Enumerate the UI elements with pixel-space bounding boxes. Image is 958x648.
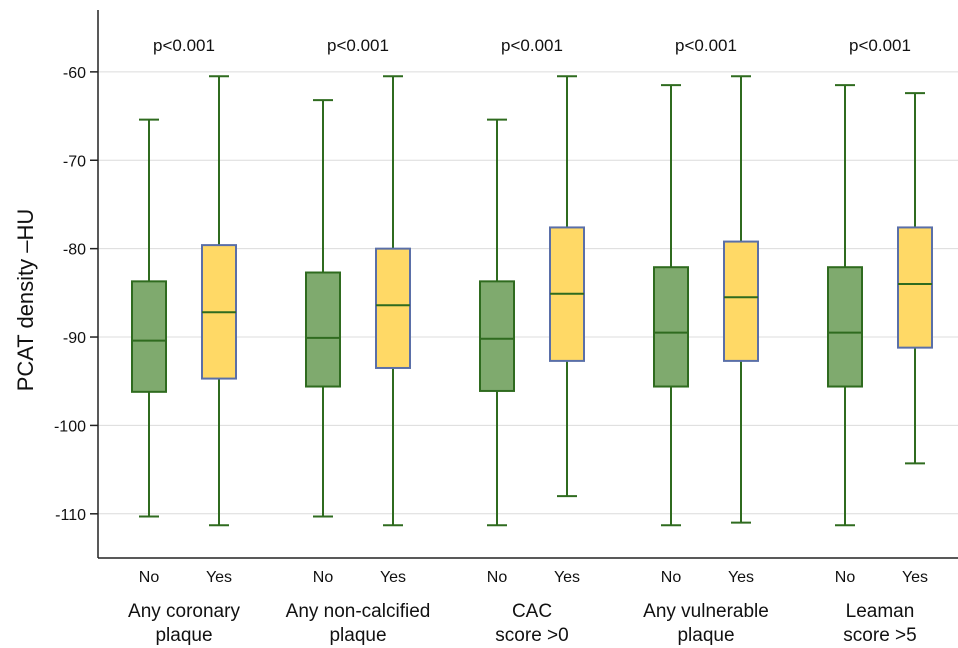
box-no xyxy=(131,118,167,518)
iqr-box xyxy=(375,247,411,369)
group-label: plaque xyxy=(677,625,734,646)
iqr-box xyxy=(723,240,759,362)
group-label: Any vulnerable xyxy=(643,601,769,622)
category-label: Yes xyxy=(380,569,406,586)
group-label: score >5 xyxy=(843,625,916,646)
y-tick-label: -80 xyxy=(63,242,86,259)
p-value-label: p<0.001 xyxy=(675,36,737,55)
y-axis-label: PCAT density –HU xyxy=(13,209,38,392)
gridlines xyxy=(98,71,958,515)
iqr-box xyxy=(827,266,863,388)
axes xyxy=(97,10,958,559)
box-no xyxy=(305,99,341,518)
group-label: plaque xyxy=(329,625,386,646)
iqr-box xyxy=(479,280,515,392)
p-value-label: p<0.001 xyxy=(501,36,563,55)
category-label: No xyxy=(139,569,160,586)
y-ticks: -60 -70 -80 -90 -100 -110 xyxy=(54,65,98,524)
p-value-label: p<0.001 xyxy=(153,36,215,55)
y-tick-label: -110 xyxy=(55,507,86,524)
group-label: plaque xyxy=(155,625,212,646)
box-yes xyxy=(375,75,411,527)
box-yes xyxy=(723,75,759,524)
y-tick-label: -100 xyxy=(54,418,86,435)
p-value-label: p<0.001 xyxy=(327,36,389,55)
boxes xyxy=(131,75,933,527)
category-label: No xyxy=(835,569,856,586)
box-no xyxy=(827,84,863,527)
x-labels: No Yes Any coronary plaque No Yes Any non-calc… xyxy=(128,569,928,646)
iqr-box xyxy=(131,280,167,393)
box-yes xyxy=(897,92,933,465)
category-label: Yes xyxy=(728,569,754,586)
p-value-label: p<0.001 xyxy=(849,36,911,55)
group-label: score >0 xyxy=(495,625,568,646)
category-label: No xyxy=(313,569,334,586)
box-no xyxy=(653,84,689,527)
iqr-box xyxy=(897,226,933,349)
y-tick-label: -90 xyxy=(63,330,86,347)
category-label: Yes xyxy=(902,569,928,586)
category-label: No xyxy=(661,569,682,586)
box-no xyxy=(479,118,515,527)
box-yes xyxy=(549,75,585,498)
y-tick-label: -70 xyxy=(63,153,86,170)
group-label: Any non-calcified xyxy=(286,601,431,622)
box-yes xyxy=(201,75,237,527)
category-label: No xyxy=(487,569,508,586)
group-label: Leaman xyxy=(846,601,915,622)
y-tick-label: -60 xyxy=(63,65,86,82)
category-label: Yes xyxy=(554,569,580,586)
p-values: p<0.001 p<0.001 p<0.001 p<0.001 p<0.001 xyxy=(153,36,911,55)
group-label: CAC xyxy=(512,601,552,622)
iqr-box xyxy=(653,266,689,388)
iqr-box xyxy=(305,271,341,388)
category-label: Yes xyxy=(206,569,232,586)
group-label: Any coronary xyxy=(128,601,240,622)
